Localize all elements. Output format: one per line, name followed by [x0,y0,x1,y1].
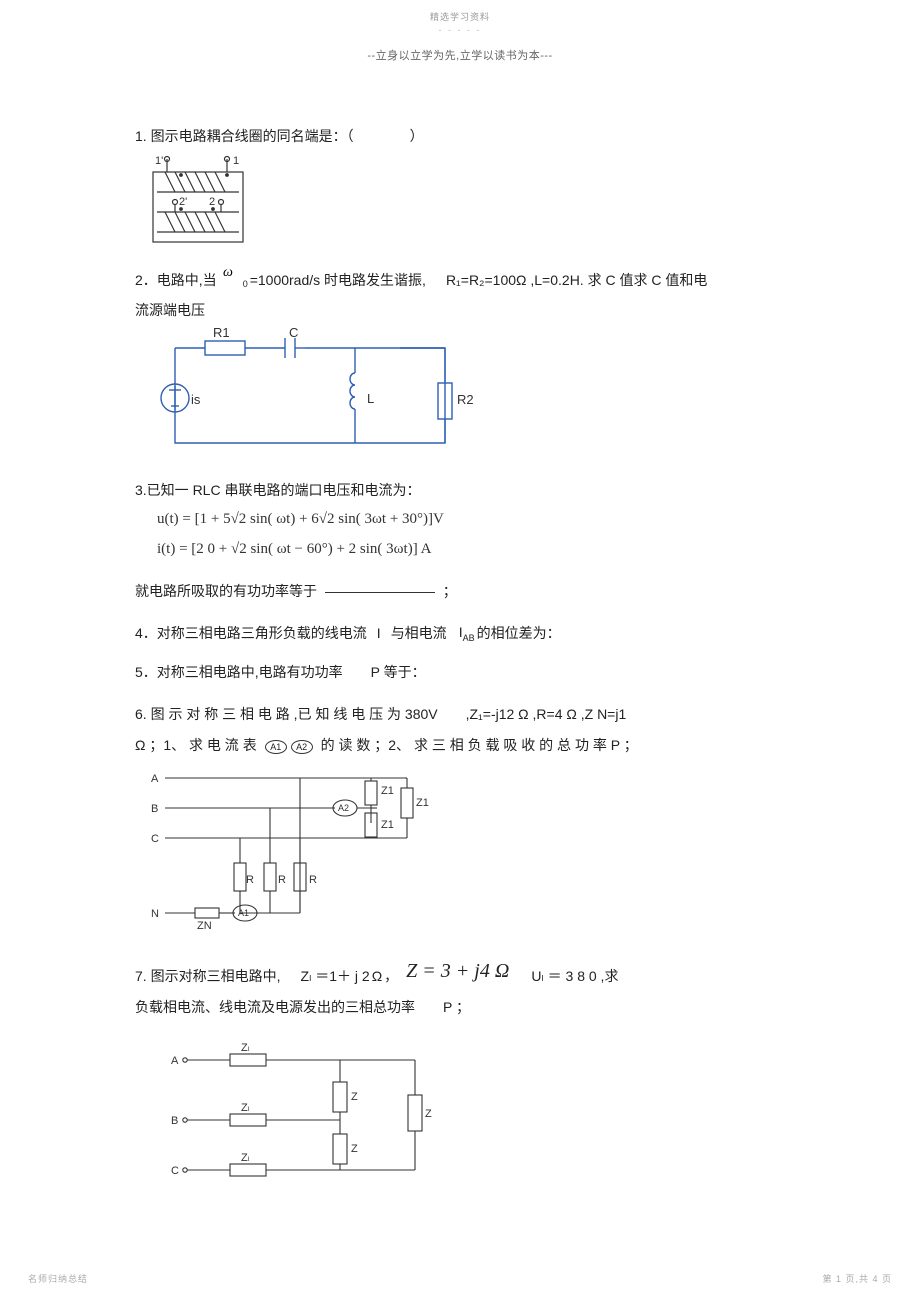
q6-label-z1b: Z1 [416,797,429,809]
q7-label-zl1: Zₗ [241,1042,250,1054]
q2-omega-sub: 0 [243,276,248,293]
q3-line2: 就电路所吸取的有功功率等于 ； [135,578,785,605]
q2-mid: =1000rad/s 时电路发生谐振, [250,267,426,294]
q2-label-is: is [191,392,201,407]
footer-right: 第 1 页,共 4 页 [822,1272,892,1285]
q7-label-b: B [171,1115,178,1127]
q2-label-r2: R2 [457,392,474,407]
q2-label-l: L [367,391,374,406]
q7-label-zl2: Zₗ [241,1102,250,1114]
q1-label-1p: 1' [155,155,163,167]
header-top2: - - - - - [135,25,785,35]
a2-icon: A2 [291,740,313,754]
q6-line2: Ω ；1、 求 电 流 表 A1 A2 的 读 数 ；2、 求 三 相 负 载 … [135,732,785,759]
q7-label-a: A [171,1055,179,1067]
q7-Z-big: Z = 3 + j4 Ω [406,952,509,990]
q6-label-zn: ZN [197,920,212,932]
omega-icon: ω [221,263,239,281]
q3-u: u(t) = [1 + 5√2 sin( ωt) + 6√2 sin( 3ωt … [157,507,785,533]
q2-label-c: C [289,328,298,340]
q7-label-zl3: Zₗ [241,1152,250,1164]
q7-label-c: C [171,1165,179,1177]
q2-params: R₁=R₂=100Ω ,L=0.2H. 求 C 值求 C 值和电 [446,267,707,294]
q6-label-r1: R [246,874,254,886]
q5-text: 5．对称三相电路中,电路有功功率 P 等于： [135,659,785,686]
q3-i: i(t) = [2 0 + √2 sin( ωt − 60°) + 2 sin(… [157,537,785,563]
q6-line1: 6. 图 示 对 称 三 相 电 路 ,已 知 线 电 压 为 380V ,Z₁… [135,701,785,728]
q6-label-n: N [151,908,159,920]
q6-label-a: A [151,773,159,785]
svg-text:ω: ω [223,265,233,280]
q6-label-b: B [151,803,158,815]
q6-label-z1a: Z1 [381,785,394,797]
q6-figure: A B C N ZN A1 A2 Z1 Z1 Z1 R R R [145,763,785,938]
blank-line [325,592,435,593]
q6-label-r2: R [278,874,286,886]
a1-icon: A1 [265,740,287,754]
q1-label-2p: 2' [179,196,187,208]
header-motto: --立身以立学为先,立学以读书为本--- [135,47,785,63]
q7-figure: A B C Zₗ Zₗ Zₗ Z Z Z [165,1040,785,1195]
q6-label-a2: A2 [338,803,349,813]
q6-label-a1: A1 [238,908,249,918]
q7-label-z3: Z [425,1108,432,1120]
q7-label-z2: Z [351,1143,358,1155]
header-top1: 精选学习资料 [135,10,785,23]
q4-text: 4．对称三相电路三角形负载的线电流 I 与相电流 IAB 的相位差为： [135,619,785,647]
q2-label-r1: R1 [213,328,230,340]
q2-line1: 2．电路中,当 ω 0 =1000rad/s 时电路发生谐振, R₁=R₂=10… [135,267,785,294]
q1-label-2: 2 [209,196,215,208]
q1-label-1: 1 [233,155,239,167]
q6-label-r3: R [309,874,317,886]
q7-line1: 7. 图示对称三相电路中, Zₗ ＝1＋ j 2Ω， Z = 3 + j4 Ω … [135,952,785,990]
q3-line1: 3.已知一 RLC 串联电路的端口电压和电流为： [135,477,785,504]
q6-label-z1c: Z1 [381,819,394,831]
q7-label-z1: Z [351,1091,358,1103]
q6-label-c: C [151,833,159,845]
q2-figure: R1 C is L R2 [145,328,785,463]
footer-left: 名师归纳总结 [28,1272,88,1285]
q2-pre: 2．电路中,当 [135,267,217,294]
q7-line2: 负载相电流、线电流及电源发出的三相总功率 P ； [135,994,785,1021]
q1-text: 1. 图示电路耦合线圈的同名端是：（ ） [135,123,785,150]
q1-figure: 1' 1 2' 2 [145,154,785,253]
q2-line2: 流源端电压 [135,297,785,324]
